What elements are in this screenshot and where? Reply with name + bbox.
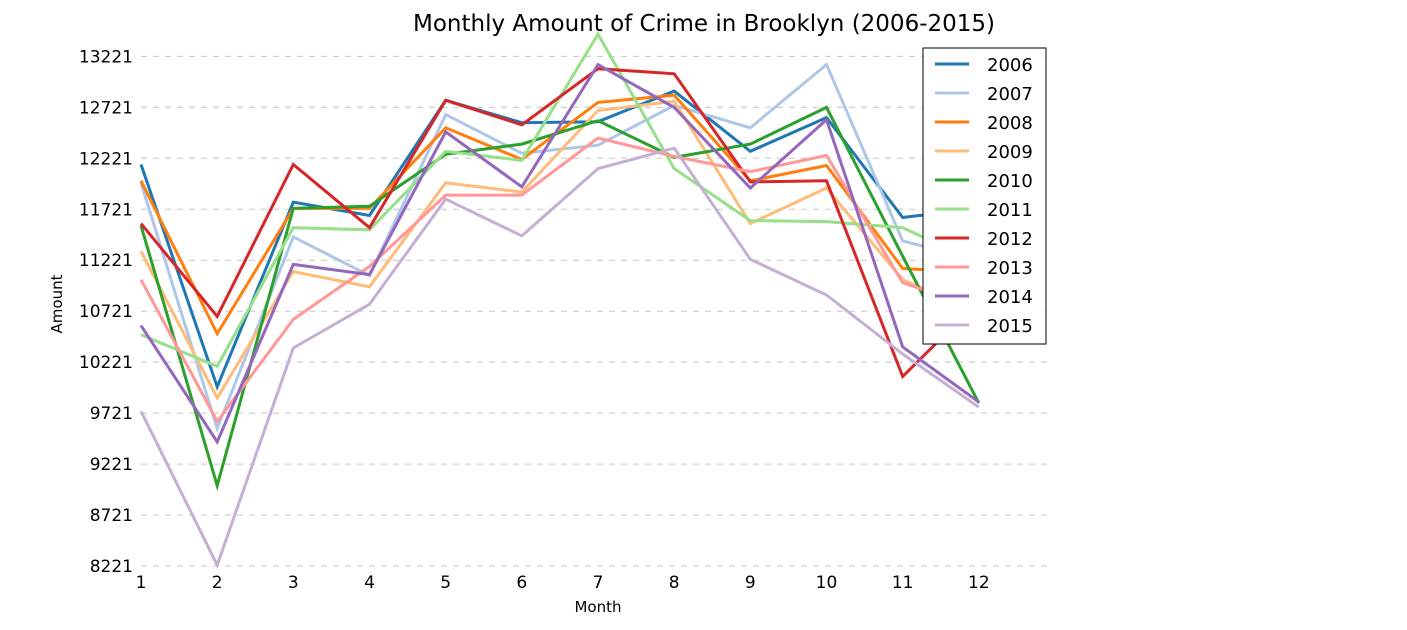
series-line-2012 — [139, 67, 980, 380]
y-tick-label: 12221 — [79, 149, 133, 169]
x-tick-label: 12 — [968, 573, 990, 593]
legend-label: 2015 — [987, 316, 1033, 337]
y-tick-label: 8721 — [90, 506, 133, 526]
legend-label: 2008 — [987, 113, 1033, 134]
y-tick-label: 12721 — [79, 98, 133, 118]
y-axis-ticks: 8221 8721 9221 9721 10221 10721 11221 11721 1222… — [79, 47, 133, 577]
x-tick-label: 11 — [892, 573, 914, 593]
series-line-2006 — [139, 89, 979, 391]
y-axis-label: Amount — [48, 274, 66, 333]
x-tick-label: 2 — [212, 573, 223, 593]
x-axis-label: Month — [574, 598, 621, 616]
legend-label: 2014 — [987, 287, 1033, 308]
series-line-2015 — [139, 146, 980, 569]
legend-label: 2012 — [987, 229, 1033, 250]
x-tick-label: 10 — [816, 573, 838, 593]
legend-label: 2006 — [987, 55, 1033, 76]
x-tick-label: 6 — [516, 573, 527, 593]
chart-title: Monthly Amount of Crime in Brooklyn (200… — [413, 11, 995, 37]
gridlines — [141, 55, 1050, 567]
y-tick-label: 10721 — [79, 302, 133, 322]
legend-label: 2013 — [987, 258, 1033, 279]
legend-label: 2007 — [987, 84, 1033, 105]
x-tick-label: 5 — [440, 573, 451, 593]
y-tick-label: 11721 — [79, 200, 133, 220]
x-axis-ticks: 1 2 3 4 5 6 7 8 9 10 11 12 — [136, 573, 990, 593]
y-tick-label: 10221 — [79, 353, 133, 373]
legend-label: 2009 — [987, 142, 1033, 163]
y-tick-label: 13221 — [79, 47, 133, 67]
y-tick-label: 8221 — [90, 557, 133, 577]
series-lines — [139, 31, 981, 569]
x-tick-label: 1 — [136, 573, 147, 593]
legend-label: 2010 — [987, 171, 1033, 192]
x-tick-label: 3 — [288, 573, 299, 593]
x-tick-label: 9 — [745, 573, 756, 593]
x-tick-label: 8 — [669, 573, 680, 593]
x-tick-label: 4 — [364, 573, 375, 593]
series-line-2010 — [139, 105, 981, 492]
y-tick-label: 9721 — [90, 404, 133, 424]
series-line-2014 — [139, 62, 980, 445]
series-line-2013 — [139, 136, 980, 425]
legend-label: 2011 — [987, 200, 1033, 221]
y-tick-label: 11221 — [79, 251, 133, 271]
x-tick-label: 7 — [593, 573, 604, 593]
legend: 2006 2007 2008 2009 2010 2011 2012 2013 2014 2015 — [922, 47, 1047, 345]
y-tick-label: 9221 — [90, 455, 133, 475]
